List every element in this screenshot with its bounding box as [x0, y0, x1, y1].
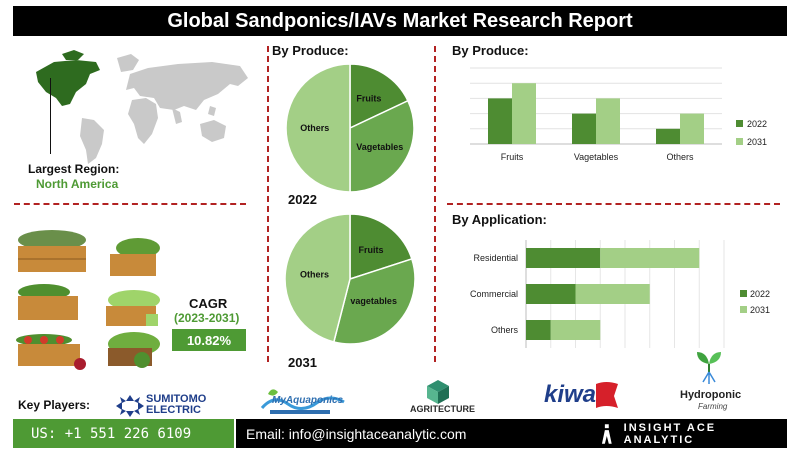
- world-map-icon: [36, 50, 248, 164]
- x-tick-label: Fruits: [501, 152, 524, 162]
- bar-others-2022: [656, 128, 680, 144]
- hydroponic-logo-text: Hydroponic: [680, 389, 742, 401]
- x-tick-label: Vagetables: [574, 152, 619, 162]
- pie-slice-vagetables: [349, 99, 415, 193]
- pie-label-fruits: Fruits: [359, 245, 384, 255]
- pie-chart-2022: Fruits Vagetables Others: [285, 63, 415, 193]
- legend-swatch-2031: [736, 138, 743, 145]
- divider-right: [434, 46, 436, 362]
- bar-chart-application: Residential Commercial Others 2022 2031: [470, 240, 770, 348]
- myaquaponics-logo-text: MyAquaponics: [272, 395, 344, 406]
- pie-slice-fruits: [349, 63, 409, 130]
- insightace-logo-icon: [601, 423, 612, 444]
- pie-year-2031: 2031: [288, 355, 317, 370]
- page-title: Global Sandponics/IAVs Market Research R…: [13, 6, 787, 36]
- pie-label-vagetables: Vagetables: [356, 142, 403, 152]
- pie-year-2022: 2022: [288, 192, 317, 207]
- footer-phone[interactable]: US: +1 551 226 6109: [13, 419, 234, 448]
- sumitomo-logo-icon: [116, 395, 144, 417]
- hbar-commercial-2031: [575, 284, 650, 304]
- agritecture-logo-icon: [427, 380, 449, 404]
- legend-label-2031: 2031: [750, 305, 770, 315]
- bar-fruits-2022: [488, 98, 512, 144]
- bar-vagetables-2031: [596, 98, 620, 144]
- footer-brand-text: INSIGHT ACE ANALYTIC: [623, 421, 717, 446]
- hydroponic-plant-icon: [697, 352, 721, 384]
- map-pointer-line: [50, 78, 51, 154]
- pie-slice-others: [285, 63, 351, 193]
- bar-vagetables-2022: [572, 113, 596, 144]
- hbar-others-2031: [550, 320, 601, 340]
- y-tick-label: Residential: [473, 253, 518, 263]
- cagr-value: 10.82%: [172, 329, 246, 351]
- pie-chart-2031: Fruits vagetables Others: [285, 213, 415, 345]
- agritecture-logo-text: AGRITECTURE: [410, 404, 475, 414]
- pie-label-others: Others: [300, 123, 329, 133]
- key-players-label: Key Players:: [18, 398, 91, 412]
- divider-left: [267, 46, 269, 362]
- bar-produce-title: By Produce:: [452, 43, 529, 58]
- legend-label-2022: 2022: [750, 289, 770, 299]
- y-tick-label: Others: [491, 325, 519, 335]
- hbar-residential-2031: [600, 248, 700, 268]
- footer-brand: INSIGHT ACE ANALYTIC: [574, 419, 787, 448]
- cagr-period: (2023-2031): [174, 311, 240, 325]
- pie-section-title: By Produce:: [272, 43, 349, 58]
- legend-label-2022: 2022: [747, 119, 767, 129]
- footer-email[interactable]: Email: info@insightaceanalytic.com: [236, 419, 574, 448]
- hydroponic-logo-subtext: Farming: [698, 402, 728, 411]
- bar-fruits-2031: [512, 83, 536, 144]
- legend-swatch-2022: [736, 120, 743, 127]
- pie-slice-fruits: [349, 213, 413, 281]
- kiwa-logo-text: kiwa: [544, 381, 597, 408]
- bar-others-2031: [680, 113, 704, 144]
- hbar-residential-2022: [526, 248, 601, 268]
- largest-region-value: North America: [36, 177, 119, 191]
- divider-left-horizontal: [14, 203, 246, 205]
- largest-region-label: Largest Region:: [28, 162, 120, 176]
- legend-swatch-2022: [740, 290, 747, 297]
- myaquaponics-logo-icon: [260, 389, 345, 414]
- pie-slice-vagetables: [332, 257, 415, 345]
- pie-label-vagetables: vagetables: [350, 296, 397, 306]
- legend-swatch-2031: [740, 306, 747, 313]
- kiwa-flag-icon: [596, 382, 618, 408]
- hbar-commercial-2022: [526, 284, 576, 304]
- cagr-label: CAGR: [189, 296, 228, 311]
- legend-label-2031: 2031: [747, 137, 767, 147]
- pie-slice-others: [285, 213, 351, 343]
- x-tick-label: Others: [666, 152, 694, 162]
- bar-application-title: By Application:: [452, 212, 547, 227]
- y-tick-label: Commercial: [470, 289, 518, 299]
- pie-label-others: Others: [300, 270, 329, 280]
- pie-label-fruits: Fruits: [356, 93, 381, 103]
- hbar-others-2022: [526, 320, 551, 340]
- bar-chart-produce: Fruits Vagetables Others 2022 2031: [470, 67, 767, 162]
- sumitomo-logo-text: SUMITOMO ELECTRIC: [146, 393, 207, 416]
- divider-right-horizontal: [447, 203, 780, 205]
- planter-illustration: [16, 230, 160, 370]
